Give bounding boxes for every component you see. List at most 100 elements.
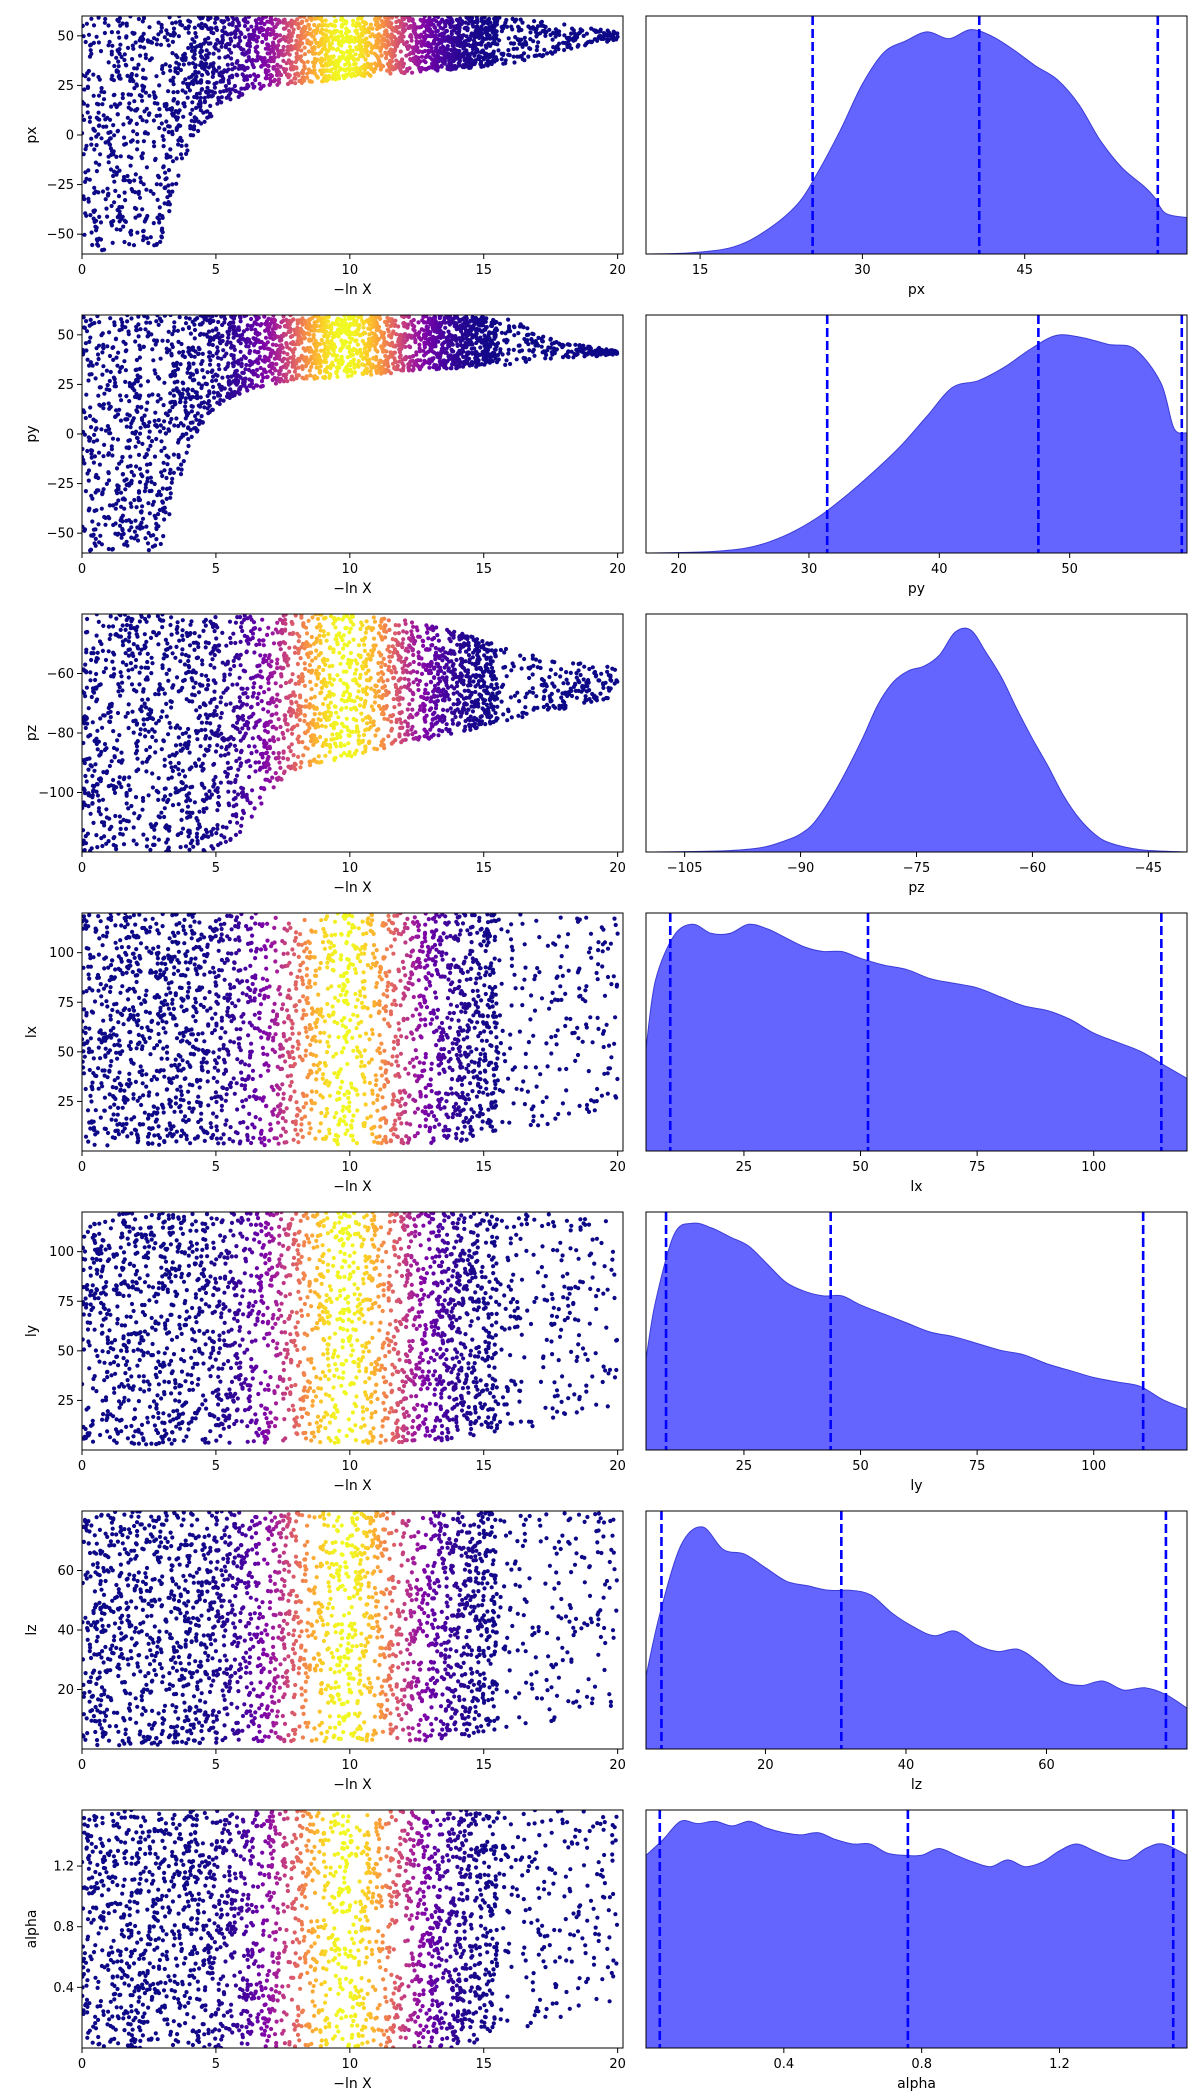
trace-point [195,316,200,321]
trace-point [86,468,92,473]
trace-point [170,159,176,164]
trace-point [88,213,93,218]
trace-point [199,21,204,26]
trace-point [168,391,173,396]
trace-point [525,326,530,331]
trace-point [357,43,362,48]
trace-point [186,437,191,442]
trace-point [284,36,289,41]
trace-point [97,162,102,167]
trace-point [132,388,137,393]
trace-point [223,84,228,89]
trace-point [109,203,114,209]
trace-point [539,344,544,349]
trace-point [127,242,132,247]
trace-point [323,18,328,23]
trace-point [222,386,227,391]
trace-point [117,168,122,173]
trace-point [97,117,102,122]
trace-point [214,68,219,73]
trace-point [492,336,497,341]
trace-point [134,73,139,78]
trace-point [331,54,336,59]
trace-point [83,415,88,421]
trace-point [230,20,235,25]
trace-point [149,439,155,444]
trace-point [478,50,483,55]
trace-point [549,350,554,355]
trace-point [526,24,531,29]
trace-point [232,347,237,352]
trace-point [140,474,145,479]
trace-point [96,475,101,481]
trace-point [446,343,451,348]
trace-point [184,315,189,320]
trace-point [96,488,101,493]
trace-point [118,101,123,106]
trace-point [230,75,235,80]
trace-point [489,28,495,33]
trace-point [198,404,203,409]
trace-point [133,518,138,523]
trace-point [123,219,128,224]
trace-point [91,532,96,537]
trace-point [157,107,162,112]
trace-point [232,324,237,329]
trace-point [473,19,478,24]
trace-point [209,114,214,119]
trace-point [464,336,469,341]
trace-point [135,538,141,543]
trace-point [162,505,167,510]
trace-point [532,353,537,358]
trace-point [97,214,102,219]
trace-point [315,375,320,380]
trace-point [99,136,104,141]
trace-point [162,35,167,40]
trace-point [407,355,412,360]
trace-point [227,42,232,47]
trace-point [357,54,363,59]
trace-point [84,329,90,334]
trace-px-ytick-label: 50 [57,29,74,44]
trace-point [191,361,196,366]
trace-point [320,19,325,24]
trace-point [334,18,339,23]
trace-point [107,427,112,432]
trace-point [332,23,337,29]
trace-point [278,33,283,38]
trace-point [506,347,511,352]
trace-point [190,420,195,425]
trace-point [292,346,297,352]
trace-point [232,83,237,89]
trace-point [398,49,403,54]
trace-point [161,137,166,142]
trace-point [499,29,504,34]
trace-point [269,73,275,79]
trace-point [515,54,520,59]
trace-point [125,45,131,51]
trace-point [108,136,113,141]
trace-point [90,242,95,248]
trace-point [120,513,125,518]
trace-point [158,42,164,47]
trace-point [89,230,94,235]
trace-point [138,347,143,352]
trace-point [143,536,148,541]
trace-point [418,17,423,22]
trace-point [202,67,207,72]
trace-point [383,50,388,55]
trace-point [214,327,219,332]
trace-point [306,321,312,326]
trace-point [374,368,379,373]
trace-point [311,64,316,69]
trace-point [151,139,156,145]
trace-point [96,243,101,248]
trace-point [207,362,213,367]
trace-point [101,402,106,407]
trace-point [82,113,85,118]
trace-point [129,525,134,530]
trace-point [276,77,282,82]
trace-point [88,425,94,430]
trace-point [214,27,220,33]
